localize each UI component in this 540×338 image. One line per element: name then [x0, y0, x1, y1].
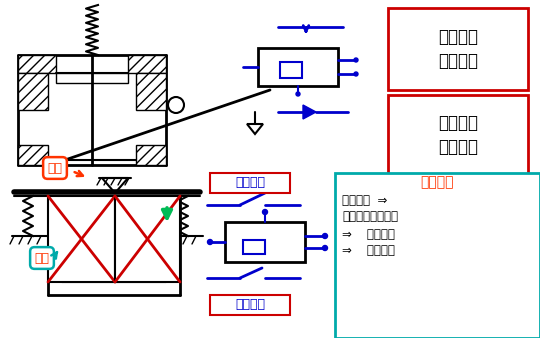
Text: 线圈通电  ⇒: 线圈通电 ⇒ [342, 193, 387, 207]
Bar [388, 8, 528, 90]
Bar [115, 196, 180, 282]
Text: 常闭触头: 常闭触头 [235, 176, 265, 190]
Bar [18, 145, 48, 165]
Polygon shape [247, 124, 263, 134]
Bar [48, 196, 115, 282]
Bar [128, 55, 166, 73]
Bar [388, 95, 528, 175]
Text: 常开触头: 常开触头 [235, 298, 265, 312]
Polygon shape [102, 178, 128, 193]
Text: 衔铁吸合（向下）: 衔铁吸合（向下） [342, 211, 398, 223]
Circle shape [354, 58, 358, 62]
Bar [136, 73, 166, 110]
Bar [136, 145, 166, 165]
Bar [258, 48, 338, 86]
Bar [280, 62, 302, 78]
Text: ⇒    连杆动作: ⇒ 连杆动作 [342, 227, 395, 241]
Bar [243, 240, 265, 254]
Text: ⇒    触头动作: ⇒ 触头动作 [342, 244, 395, 258]
Text: 常闭触头
延时打开: 常闭触头 延时打开 [438, 114, 478, 156]
Circle shape [207, 240, 213, 244]
Bar [18, 73, 48, 110]
Bar [56, 73, 128, 83]
Bar [210, 295, 290, 315]
Text: 常开触头
延时闭合: 常开触头 延时闭合 [438, 28, 478, 70]
Bar [225, 222, 305, 262]
Bar [210, 173, 290, 193]
Text: 动作过程: 动作过程 [420, 175, 454, 189]
Circle shape [322, 245, 327, 250]
Circle shape [296, 92, 300, 96]
Bar [18, 55, 56, 73]
Circle shape [262, 210, 267, 215]
Polygon shape [303, 105, 316, 119]
Text: 衔铁: 衔铁 [48, 162, 63, 174]
Text: 线圈: 线圈 [35, 251, 50, 265]
Bar [335, 173, 540, 338]
Circle shape [354, 72, 358, 76]
Circle shape [322, 234, 327, 239]
